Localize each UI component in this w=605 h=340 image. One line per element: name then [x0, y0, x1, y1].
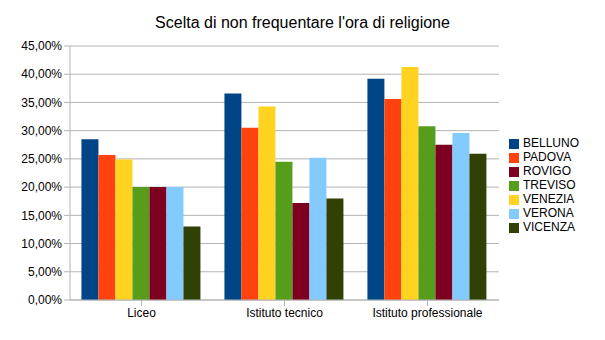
html-text:TREVISO: TREVISO — [523, 178, 576, 192]
html-text:Scelta di non frequentare l'or: Scelta di non frequentare l'ora di relig… — [155, 14, 450, 31]
svg-text:45,00%: 45,00% — [21, 39, 62, 53]
svg-text:5,00%: 5,00% — [28, 265, 62, 279]
html-text:ROVIGO: ROVIGO — [523, 164, 571, 178]
svg-text:15,00%: 15,00% — [21, 209, 62, 223]
svg-text:25,00%: 25,00% — [21, 152, 62, 166]
html-text:PADOVA: PADOVA — [523, 150, 572, 164]
html-text:BELLUNO: BELLUNO — [523, 136, 579, 150]
svg-text:35,00%: 35,00% — [21, 96, 62, 110]
svg-text:Liceo: Liceo — [127, 306, 156, 320]
svg-text:10,00%: 10,00% — [21, 237, 62, 251]
svg-text:20,00%: 20,00% — [21, 180, 62, 194]
svg-text:40,00%: 40,00% — [21, 67, 62, 81]
html-text:VERONA: VERONA — [523, 206, 574, 220]
svg-text:0,00%: 0,00% — [28, 293, 62, 307]
svg-text:Istituto tecnico: Istituto tecnico — [246, 306, 323, 320]
svg-text:Istituto professionale: Istituto professionale — [372, 306, 482, 320]
html-text:VICENZA: VICENZA — [523, 220, 575, 234]
svg-text:30,00%: 30,00% — [21, 124, 62, 138]
html-text:VENEZIA: VENEZIA — [523, 192, 575, 206]
